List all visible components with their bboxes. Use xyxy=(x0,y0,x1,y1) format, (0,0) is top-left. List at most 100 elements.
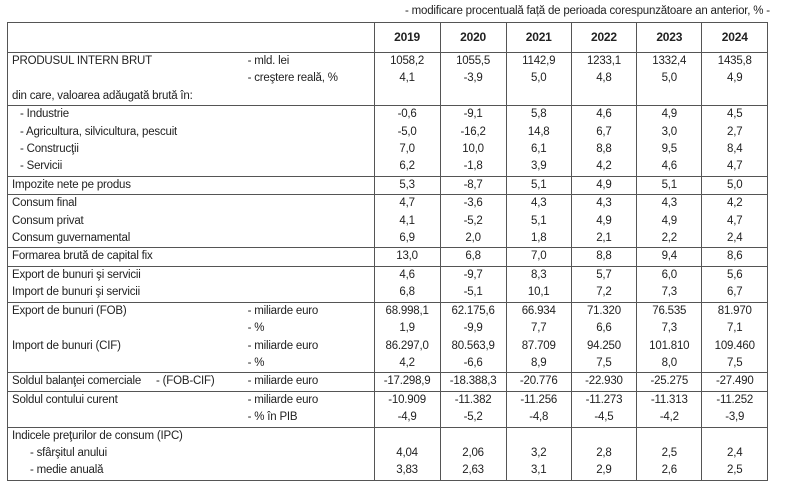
value-cell-2020: -5,2 xyxy=(439,409,507,428)
value-cell-2020: 10,0 xyxy=(439,141,507,159)
header-label-cell xyxy=(7,22,244,53)
value-cell-2023: 8,0 xyxy=(636,354,702,373)
value-cell-2022: 94.250 xyxy=(570,337,637,355)
value-cell-2022: 6,6 xyxy=(570,320,637,338)
value-cell-2021: -20.776 xyxy=(505,372,572,392)
table-row: Export de bunuri şi servicii 4,6 -9,7 8,3 5,… xyxy=(7,265,768,285)
value-cell-2019: 1058,2 xyxy=(373,52,441,71)
value-cell-2021: 3,2 xyxy=(505,444,572,463)
value-cell-2024: 2,4 xyxy=(701,444,768,463)
table-row: Formarea brută de capital fix 13,0 6,8 7,0 8… xyxy=(7,247,768,267)
value-cell-2024: 4,7 xyxy=(701,212,768,231)
row-unit xyxy=(243,105,375,124)
value-cell-2022: 1233,1 xyxy=(570,52,637,71)
value-cell-2022: 4,9 xyxy=(570,212,637,231)
row-unit xyxy=(244,445,374,462)
value-cell-2023: 4,9 xyxy=(636,212,702,231)
value-cell-2023: 7,3 xyxy=(636,284,702,303)
row-unit xyxy=(243,265,375,285)
value-cell-2019: 68.998,1 xyxy=(373,301,441,321)
value-cell-2020: -9,1 xyxy=(439,105,507,124)
value-cell-2021: 87.709 xyxy=(505,337,572,355)
value-cell-2022: 8,8 xyxy=(570,141,637,159)
row-label xyxy=(8,355,244,373)
value-cell-2023: 76.535 xyxy=(636,301,702,321)
table-row: Soldul contului curent - miliarde euro -10… xyxy=(7,390,768,410)
table-row: - creştere reală, % 4,1 -3,9 5,0 4,8 5,0 4,9 xyxy=(8,70,768,88)
row-label: Consum final xyxy=(7,194,244,213)
row-label: - Agricultura, silvicultura, pescuit xyxy=(20,125,178,138)
value-cell-2021: 1,8 xyxy=(505,230,572,248)
value-cell-2024: 4,2 xyxy=(701,194,768,213)
value-cell-2024: 2,4 xyxy=(701,230,768,248)
value-cell-2024: 2,7 xyxy=(701,123,768,142)
value-cell-2019: 4,7 xyxy=(373,194,441,213)
year-header: 2024 xyxy=(701,22,768,53)
value-cell-2024: 5,0 xyxy=(701,175,768,195)
value-cell-2020: -6,6 xyxy=(439,354,507,373)
value-cell-2024: 7,1 xyxy=(701,320,768,338)
table-row: - Servicii 6,2 -1,8 3,9 4,2 4,6 4,7 xyxy=(8,158,768,177)
value-cell-2019 xyxy=(373,426,441,445)
economic-indicators-table: 2019 2020 2021 2022 2023 2024 PRODUSUL I… xyxy=(7,22,768,481)
value-cell-2020: 1055,5 xyxy=(439,52,507,71)
row-label xyxy=(8,409,244,427)
value-cell-2023: 2,5 xyxy=(636,444,702,463)
table-row: - % 4,2 -6,6 8,9 7,5 8,0 7,5 xyxy=(8,354,768,373)
row-unit xyxy=(243,426,375,445)
value-cell-2024: 4,9 xyxy=(701,70,768,88)
value-cell-2021: 4,3 xyxy=(505,194,572,213)
year-header: 2021 xyxy=(505,22,572,53)
value-cell-2019: 4,04 xyxy=(373,444,441,463)
row-label: Export de bunuri (FOB) xyxy=(7,301,244,321)
table-row: - Industrie -0,6 -9,1 5,8 4,6 4,9 4,5 xyxy=(7,105,768,124)
row-label: - Industrie xyxy=(7,105,244,124)
value-cell-2023: 4,6 xyxy=(636,158,702,177)
row-unit xyxy=(244,124,374,141)
value-cell-2022: 4,8 xyxy=(570,70,637,88)
value-cell-2019: 7,0 xyxy=(373,141,441,159)
value-cell-2019: -5,0 xyxy=(373,123,441,142)
value-cell-2024: 8,6 xyxy=(701,247,768,267)
row-label: Consum privat xyxy=(12,214,84,227)
table-row: - Construcţii 7,0 10,0 6,1 8,8 9,5 8,4 xyxy=(8,141,768,159)
table-row: Impozite nete pe produs 5,3 -8,7 5,1 4,9 5,1 5… xyxy=(7,175,768,195)
row-unit xyxy=(243,247,375,267)
value-cell-2022: 2,1 xyxy=(570,230,637,248)
value-cell-2021: 10,1 xyxy=(505,284,572,303)
table-row: Consum guvernamental 6,9 2,0 1,8 2,1 2,2 2,4 xyxy=(8,230,768,248)
table-row: - % 1,9 -9,9 7,7 6,6 7,3 7,1 xyxy=(8,320,768,338)
value-cell-2021: 14,8 xyxy=(505,123,572,142)
value-cell-2023: -4,2 xyxy=(636,409,702,428)
value-cell-2024: 6,7 xyxy=(701,284,768,303)
value-cell-2023: 7,3 xyxy=(636,320,702,338)
value-cell-2021: -4,8 xyxy=(505,409,572,428)
value-cell-2020: -3,9 xyxy=(439,70,507,88)
value-cell-2021: 5,8 xyxy=(505,105,572,124)
year-header: 2023 xyxy=(636,22,702,53)
row-unit: - % xyxy=(247,322,265,335)
value-cell-2022: 71.320 xyxy=(570,301,637,321)
value-cell-2023: -11.313 xyxy=(636,390,702,410)
value-cell-2019: 6,9 xyxy=(373,230,441,248)
row-label: Import de bunuri (CIF) xyxy=(12,339,121,352)
row-label: - medie anuală xyxy=(30,464,104,477)
value-cell-2021: -11.256 xyxy=(505,390,572,410)
value-cell-2020: 6,8 xyxy=(439,247,507,267)
value-cell-2022: 4,6 xyxy=(570,105,637,124)
table-row: Consum privat 4,1 -5,2 5,1 4,9 4,9 4,7 xyxy=(8,212,768,231)
value-cell-2019: 4,2 xyxy=(373,354,441,373)
table-row: - medie anuală 3,83 2,63 3,1 2,9 2,6 2,5 xyxy=(8,462,768,481)
value-cell-2023: 4,3 xyxy=(636,194,702,213)
table-row: - sfârşitul anului 4,04 2,06 3,2 2,8 2,5 2,4 xyxy=(8,444,768,463)
value-cell-2021: 8,9 xyxy=(505,354,572,373)
value-cell-2022: -4,5 xyxy=(570,409,637,428)
value-cell-2019 xyxy=(373,87,441,106)
table-row: Consum final 4,7 -3,6 4,3 4,3 4,3 4,2 xyxy=(7,194,768,213)
value-cell-2021: 7,7 xyxy=(505,320,572,338)
value-cell-2021: 7,0 xyxy=(505,247,572,267)
value-cell-2020 xyxy=(439,87,507,106)
value-cell-2024: -11.252 xyxy=(701,390,768,410)
table-row: - % în PIB -4,9 -5,2 -4,8 -4,5 -4,2 -3,9 xyxy=(8,409,768,428)
value-cell-2020: -5,1 xyxy=(439,284,507,303)
